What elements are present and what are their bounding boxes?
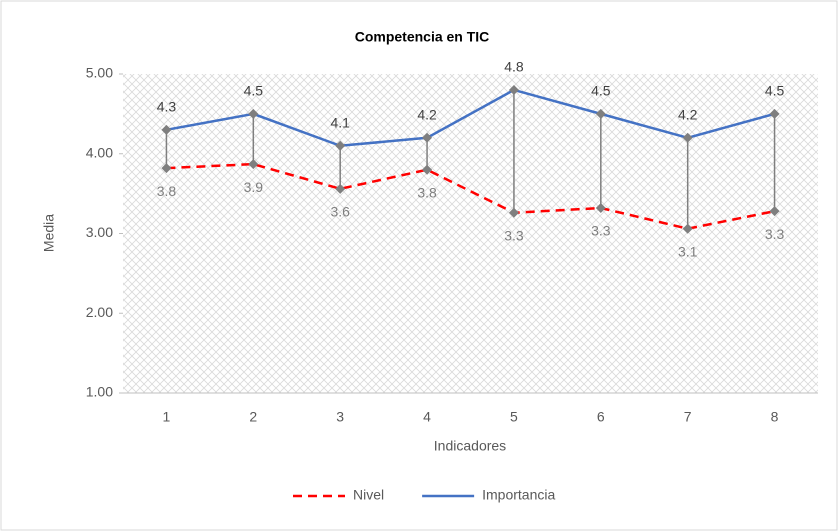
y-tick-label: 3.00	[86, 224, 113, 240]
x-tick-label: 3	[336, 409, 344, 425]
marker	[769, 108, 780, 119]
chart-title: Competencia en TIC	[355, 29, 490, 45]
plot-area	[123, 74, 818, 393]
data-label: 4.1	[330, 114, 350, 130]
marker	[508, 84, 519, 95]
marker	[161, 163, 172, 174]
legend-label: Nivel	[353, 487, 384, 503]
data-label: 3.3	[591, 223, 611, 239]
x-tick-label: 2	[249, 409, 257, 425]
x-tick-label: 7	[684, 409, 692, 425]
x-tick-label: 1	[163, 409, 171, 425]
data-label: 4.5	[244, 83, 264, 99]
data-label: 4.2	[417, 107, 437, 123]
data-label: 4.5	[765, 83, 785, 99]
data-label: 4.5	[591, 83, 611, 99]
x-tick-label: 8	[771, 409, 779, 425]
data-label: 3.9	[244, 179, 264, 195]
marker	[422, 164, 433, 175]
y-axis-label: Media	[41, 214, 57, 252]
x-tick-label: 6	[597, 409, 605, 425]
data-label: 3.3	[504, 227, 524, 243]
marker	[161, 124, 172, 135]
data-label: 3.8	[157, 183, 177, 199]
marker	[682, 132, 693, 143]
data-label: 3.6	[330, 204, 350, 220]
y-tick-label: 1.00	[86, 384, 113, 400]
marker	[769, 206, 780, 217]
data-label: 4.2	[678, 107, 698, 123]
x-tick-label: 5	[510, 409, 518, 425]
marker	[682, 223, 693, 234]
data-label: 3.8	[417, 184, 437, 200]
y-tick-label: 4.00	[86, 144, 113, 160]
data-label: 3.1	[678, 243, 698, 259]
marker	[508, 207, 519, 218]
data-label: 4.3	[157, 99, 177, 115]
legend-label: Importancia	[482, 487, 555, 503]
marker	[248, 108, 259, 119]
marker	[595, 202, 606, 213]
y-tick-label: 2.00	[86, 304, 113, 320]
data-label: 4.8	[504, 59, 524, 75]
marker	[422, 132, 433, 143]
marker	[335, 140, 346, 151]
series-line	[166, 88, 775, 148]
y-tick-label: 5.00	[86, 65, 113, 81]
x-tick-label: 4	[423, 409, 431, 425]
data-label: 3.3	[765, 226, 785, 242]
marker	[335, 183, 346, 194]
marker	[248, 159, 259, 170]
x-axis-label: Indicadores	[434, 438, 506, 454]
marker	[595, 108, 606, 119]
